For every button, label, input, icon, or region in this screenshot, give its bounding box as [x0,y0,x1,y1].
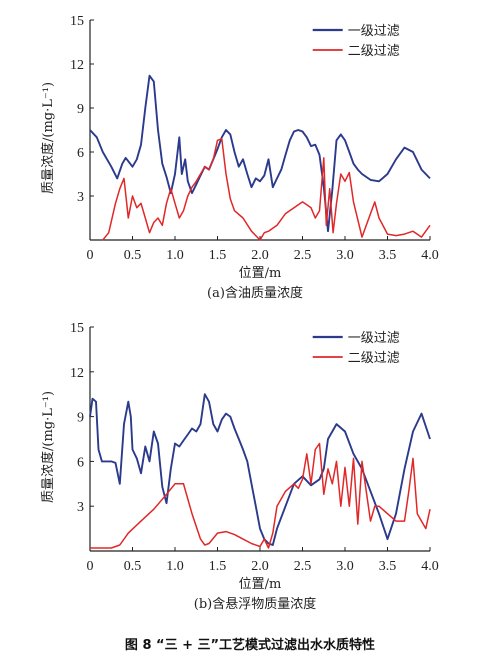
legend-label-series1: 一级过滤 [348,24,400,39]
y-axis-label: 质量浓度/(mg·L⁻¹) [40,391,56,503]
y-tick-label: 9 [77,411,84,426]
x-axis-label: 位置/m [239,266,282,281]
x-tick-label: 0 [87,248,94,263]
x-tick-label: 1.0 [166,248,184,263]
series-line-1 [89,74,431,233]
chart-b-series [89,393,431,549]
x-tick-label: 4.0 [421,559,439,574]
legend-label-series1: 一级过滤 [348,331,400,346]
figure-title: 图 8 “三 + 三”工艺模式过滤出水水质特性 [125,637,375,653]
y-tick-label: 12 [70,366,84,381]
x-tick-label: 0 [87,559,94,574]
x-tick-label: 3.5 [379,248,397,263]
chart-b-axes: 0 0.5 1.0 1.5 2.0 2.5 3.0 3.5 4.0 3 6 9 12 15 [70,321,439,574]
y-tick-label: 12 [70,58,84,73]
x-tick-label: 2.0 [251,559,269,574]
x-tick-label: 1.5 [209,248,227,263]
series-line-1 [89,393,431,546]
x-tick-label: 3.5 [379,559,397,574]
chart-panel-b: 0 0.5 1.0 1.5 2.0 2.5 3.0 3.5 4.0 3 6 9 12 15 一级过滤 二级… [40,321,439,612]
x-tick-label: 0.5 [124,559,142,574]
chart-b-legend: 一级过滤 二级过滤 [312,331,400,366]
x-axis-label: 位置/m [239,577,282,592]
y-tick-label: 3 [77,500,84,515]
chart-a-series [89,74,431,241]
y-axis-label: 质量浓度/(mg·L⁻¹) [40,82,56,194]
y-tick-label: 3 [77,190,84,205]
chart-a-axes: 0 0.5 1.0 1.5 2.0 2.5 3.0 3.5 4.0 3 6 9 12 15 [70,14,439,263]
chart-a-legend: 一级过滤 二级过滤 [312,24,400,59]
chart-panel-a: 0 0.5 1.0 1.5 2.0 2.5 3.0 3.5 4.0 3 6 9 12 15 一级过滤 二级… [40,14,439,301]
y-tick-label: 6 [77,146,84,161]
chart-caption: (b)含悬浮物质量浓度 [194,596,316,612]
y-tick-label: 6 [77,455,84,470]
y-tick-label: 15 [70,14,84,29]
x-tick-label: 4.0 [421,248,439,263]
y-tick-label: 15 [70,321,84,336]
x-tick-label: 1.5 [209,559,227,574]
legend-label-series2: 二级过滤 [348,44,400,59]
chart-caption: (a)含油质量浓度 [207,285,303,301]
series-line-2 [102,138,431,241]
x-tick-label: 1.0 [166,559,184,574]
y-tick-label: 9 [77,102,84,117]
x-tick-label: 2.5 [294,248,312,263]
x-tick-label: 2.0 [251,248,269,263]
x-tick-label: 0.5 [124,248,142,263]
x-tick-label: 3.0 [336,248,354,263]
legend-label-series2: 二级过滤 [348,351,400,366]
x-tick-label: 3.0 [336,559,354,574]
x-tick-label: 2.5 [294,559,312,574]
series-line-2 [90,442,431,549]
